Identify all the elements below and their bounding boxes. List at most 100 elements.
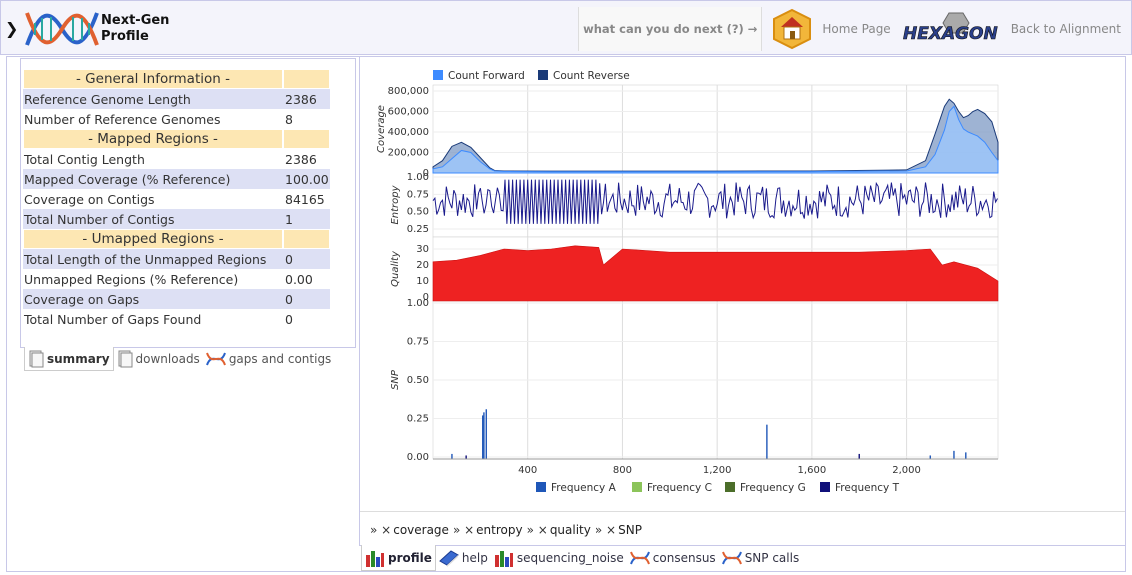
section-header-mapped: - Mapped Regions - [23, 129, 330, 149]
app-title-line2: Profile [101, 29, 149, 44]
y-tick-label: 1.00 [407, 172, 429, 183]
dna-icon [629, 551, 650, 565]
summary-tabs: summary downloads gaps and contigs [24, 347, 334, 371]
row-key: Total Length of the Unmapped Regions [23, 249, 283, 269]
row-key: Coverage on Contigs [24, 191, 155, 207]
profile-chart: 800,000 600,000 400,000 200,000 0 Coverage 1.0… [376, 70, 999, 494]
legend-label-snp: Frequency C [647, 482, 712, 494]
toggle-quality-link[interactable]: quality [549, 522, 591, 537]
row-value: 8 [285, 111, 293, 127]
row-value: 0 [285, 311, 293, 327]
tab-label: profile [388, 550, 432, 565]
collapse-chevron-icon[interactable]: ❯ [5, 19, 19, 38]
row-value: 84165 [285, 191, 325, 207]
profile-panel: 800,000 600,000 400,000 200,000 0 Coverage 1.0… [359, 56, 1126, 546]
row-value: 100.00 [283, 169, 330, 189]
back-to-alignment-button[interactable]: HEXAGON Back to Alignment [897, 7, 1125, 51]
y-tick-label: 0.75 [407, 189, 429, 200]
back-to-alignment-label: Back to Alignment [1010, 22, 1121, 36]
row-value: 2386 [283, 89, 330, 109]
x-tick-label: 2,000 [892, 465, 921, 476]
y-tick-label: 200,000 [388, 148, 429, 159]
x-tick-label: 1,200 [703, 465, 732, 476]
tab-downloads[interactable]: downloads [114, 347, 203, 371]
legend-label-forward: Count Forward [448, 70, 525, 82]
app-header: ❯ Next-Gen Profile what can you do next … [0, 0, 1132, 55]
tab-snp-calls[interactable]: SNP calls [719, 545, 803, 571]
row-value: 0.00 [285, 271, 313, 287]
y-tick-label: 0.50 [407, 375, 429, 386]
tab-sequencing-noise[interactable]: sequencing_noise [491, 545, 627, 571]
coverage-series-forward [432, 105, 999, 174]
link-prefix: » × [594, 522, 617, 537]
table-row: Unmapped Regions (% Reference) 0.00 [23, 269, 330, 289]
bar-chart-icon [366, 550, 384, 567]
y-tick-label: 10 [416, 276, 429, 287]
document-icon [29, 350, 44, 367]
home-page-button[interactable]: Home Page [762, 7, 896, 51]
link-prefix: » × [370, 522, 392, 537]
row-key: Reference Genome Length [23, 89, 283, 109]
section-title: - Umapped Regions - [23, 229, 283, 249]
row-value: 2386 [285, 151, 317, 167]
section-title: - General Information - [23, 69, 283, 89]
toggle-entropy-link[interactable]: entropy [476, 522, 523, 537]
tab-label: gaps and contigs [228, 352, 332, 366]
y-tick-label: 0.50 [407, 207, 429, 218]
row-key: Total Number of Contigs [23, 209, 283, 229]
profile-tabs: profile help sequencing_noise consensus … [361, 545, 802, 571]
y-tick-label: 400,000 [388, 127, 429, 138]
y-tick-label: 1.00 [407, 298, 429, 309]
tab-summary[interactable]: summary [24, 347, 114, 371]
row-key: Total Contig Length [24, 151, 145, 167]
y-axis-label: SNP [390, 369, 401, 390]
link-prefix: » × [452, 522, 475, 537]
document-icon [118, 350, 133, 368]
row-value: 0 [283, 289, 330, 309]
legend-swatch-reverse [538, 70, 548, 80]
y-tick-label: 30 [416, 244, 429, 255]
row-key: Total Number of Gaps Found [24, 311, 202, 327]
tab-consensus[interactable]: consensus [627, 545, 719, 571]
toggle-snp-link[interactable]: SNP [618, 522, 642, 537]
tab-gaps-and-contigs[interactable]: gaps and contigs [203, 347, 335, 371]
app-title-line1: Next-Gen [101, 13, 170, 28]
y-tick-label: 0.25 [407, 414, 429, 425]
tab-label: sequencing_noise [516, 551, 624, 565]
tab-label: downloads [135, 352, 200, 366]
table-row: Reference Genome Length 2386 [23, 89, 330, 109]
row-key: Coverage on Gaps [23, 289, 283, 309]
summary-table: - General Information - Reference Genome… [23, 69, 330, 329]
what-next-button[interactable]: what can you do next (?) → [578, 7, 763, 51]
link-prefix: » × [526, 522, 548, 537]
section-title: - Mapped Regions - [23, 129, 283, 149]
tab-profile[interactable]: profile [361, 545, 436, 571]
tab-label: summary [47, 351, 110, 366]
legend-label-snp: Frequency G [740, 482, 806, 494]
legend-swatch-forward [433, 70, 443, 80]
table-row: Number of Reference Genomes 8 [23, 109, 330, 129]
legend-swatch-snp [820, 482, 830, 492]
y-axis-label: Entropy [390, 184, 401, 224]
row-key: Unmapped Regions (% Reference) [24, 271, 239, 287]
toggle-coverage-link[interactable]: coverage [393, 522, 449, 537]
table-row: Coverage on Contigs 84165 [23, 189, 330, 209]
y-tick-label: 0.00 [407, 452, 429, 463]
y-axis-label: Coverage [376, 105, 387, 153]
dna-icon [721, 551, 742, 565]
panel-bg [432, 84, 999, 174]
y-tick-label: 20 [416, 260, 429, 271]
bar-chart-icon [494, 551, 513, 567]
x-tick-label: 400 [518, 465, 537, 476]
entropy-series [432, 179, 998, 224]
y-tick-label: 0 [423, 168, 429, 179]
tab-help[interactable]: help [436, 545, 491, 571]
app-title: Next-Gen Profile [101, 13, 191, 45]
y-tick-label: 0.75 [407, 337, 429, 348]
tab-label: help [461, 551, 488, 565]
row-value: 0 [283, 249, 330, 269]
y-tick-label: 0 [423, 292, 429, 303]
row-key: Mapped Coverage (% Reference) [23, 169, 283, 189]
book-icon [439, 550, 459, 567]
